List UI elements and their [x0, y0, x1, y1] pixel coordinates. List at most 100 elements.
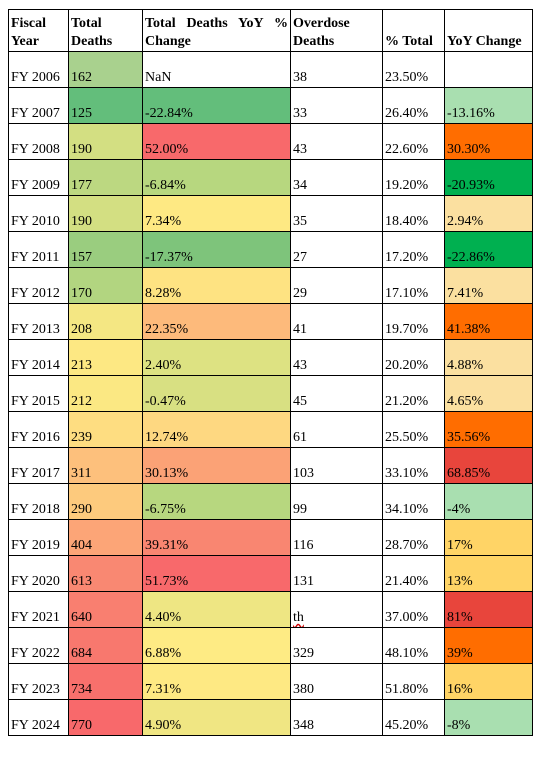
- yoy-change-cell: 68.85%: [444, 447, 533, 484]
- overdose-deaths-cell: 116: [290, 519, 383, 556]
- overdose-deaths-cell: 34: [290, 159, 383, 196]
- yoy-pct-change-cell: 2.40%: [142, 339, 291, 376]
- pct-total-cell: 51.80%: [382, 663, 445, 700]
- table-row: FY 2014 213 2.40% 43 20.20% 4.88%: [8, 339, 533, 376]
- total-deaths-cell: 125: [68, 87, 143, 124]
- table-row: FY 2023 734 7.31% 380 51.80% 16%: [8, 663, 533, 700]
- pct-total-cell: 34.10%: [382, 483, 445, 520]
- pct-total-cell: 25.50%: [382, 411, 445, 448]
- yoy-pct-change-cell: -17.37%: [142, 231, 291, 268]
- yoy-change-cell: 13%: [444, 555, 533, 592]
- overdose-deaths-cell: 131: [290, 555, 383, 592]
- total-deaths-cell: 162: [68, 51, 143, 88]
- fiscal-year-cell: FY 2008: [8, 123, 69, 160]
- overdose-deaths-cell: 45: [290, 375, 383, 412]
- total-deaths-cell: 770: [68, 699, 143, 736]
- yoy-change-cell: 2.94%: [444, 195, 533, 232]
- header-overdose-deaths: Overdose Deaths: [290, 9, 383, 52]
- table-row: FY 2011 157 -17.37% 27 17.20% -22.86%: [8, 231, 533, 268]
- table-row: FY 2016 239 12.74% 61 25.50% 35.56%: [8, 411, 533, 448]
- table-row: FY 2007 125 -22.84% 33 26.40% -13.16%: [8, 87, 533, 124]
- fiscal-year-cell: FY 2019: [8, 519, 69, 556]
- fiscal-year-cell: FY 2023: [8, 663, 69, 700]
- header-row: Fiscal Year Total Deaths Total Deaths Yo…: [8, 9, 533, 52]
- fiscal-year-cell: FY 2017: [8, 447, 69, 484]
- table-header: Fiscal Year Total Deaths Total Deaths Yo…: [8, 9, 533, 52]
- pct-total-cell: 37.00%: [382, 591, 445, 628]
- table-row: FY 2006 162 NaN 38 23.50%: [8, 51, 533, 88]
- table-row: FY 2013 208 22.35% 41 19.70% 41.38%: [8, 303, 533, 340]
- pct-total-cell: 23.50%: [382, 51, 445, 88]
- fiscal-year-cell: FY 2018: [8, 483, 69, 520]
- total-deaths-cell: 311: [68, 447, 143, 484]
- table-row: FY 2020 613 51.73% 131 21.40% 13%: [8, 555, 533, 592]
- fiscal-year-cell: FY 2020: [8, 555, 69, 592]
- pct-total-cell: 21.40%: [382, 555, 445, 592]
- overdose-deaths-cell: 41: [290, 303, 383, 340]
- yoy-change-cell: -22.86%: [444, 231, 533, 268]
- total-deaths-cell: 404: [68, 519, 143, 556]
- table-row: FY 2010 190 7.34% 35 18.40% 2.94%: [8, 195, 533, 232]
- total-deaths-cell: 208: [68, 303, 143, 340]
- table-row: FY 2022 684 6.88% 329 48.10% 39%: [8, 627, 533, 664]
- fiscal-year-cell: FY 2009: [8, 159, 69, 196]
- yoy-change-cell: 30.30%: [444, 123, 533, 160]
- yoy-pct-change-cell: -6.75%: [142, 483, 291, 520]
- total-deaths-cell: 170: [68, 267, 143, 304]
- yoy-pct-change-cell: 30.13%: [142, 447, 291, 484]
- fiscal-year-cell: FY 2006: [8, 51, 69, 88]
- yoy-change-cell: -20.93%: [444, 159, 533, 196]
- total-deaths-cell: 290: [68, 483, 143, 520]
- pct-total-cell: 18.40%: [382, 195, 445, 232]
- pct-total-cell: 21.20%: [382, 375, 445, 412]
- overdose-deaths-cell: 380: [290, 663, 383, 700]
- fiscal-year-cell: FY 2014: [8, 339, 69, 376]
- yoy-pct-change-cell: -22.84%: [142, 87, 291, 124]
- total-deaths-cell: 190: [68, 195, 143, 232]
- table-row: FY 2015 212 -0.47% 45 21.20% 4.65%: [8, 375, 533, 412]
- table-row: FY 2009 177 -6.84% 34 19.20% -20.93%: [8, 159, 533, 196]
- table-row: FY 2018 290 -6.75% 99 34.10% -4%: [8, 483, 533, 520]
- total-deaths-cell: 177: [68, 159, 143, 196]
- overdose-deaths-cell: 103: [290, 447, 383, 484]
- table-row: FY 2008 190 52.00% 43 22.60% 30.30%: [8, 123, 533, 160]
- table-body: FY 2006 162 NaN 38 23.50% FY 2007 125 -22.84% 33…: [8, 51, 533, 736]
- fiscal-year-cell: FY 2016: [8, 411, 69, 448]
- pct-total-cell: 17.20%: [382, 231, 445, 268]
- table-row: FY 2019 404 39.31% 116 28.70% 17%: [8, 519, 533, 556]
- overdose-deaths-cell: 99: [290, 483, 383, 520]
- fiscal-year-cell: FY 2013: [8, 303, 69, 340]
- header-yoy-pct-change: Total Deaths YoY % Change: [142, 9, 291, 52]
- yoy-pct-change-cell: 12.74%: [142, 411, 291, 448]
- yoy-pct-change-cell: 39.31%: [142, 519, 291, 556]
- overdose-deaths-cell: 33: [290, 87, 383, 124]
- yoy-change-cell: 4.65%: [444, 375, 533, 412]
- table-row: FY 2021 640 4.40% th 37.00% 81%: [8, 591, 533, 628]
- overdose-deaths-cell: 43: [290, 339, 383, 376]
- table-row: FY 2017 311 30.13% 103 33.10% 68.85%: [8, 447, 533, 484]
- fiscal-year-cell: FY 2021: [8, 591, 69, 628]
- yoy-pct-change-cell: 51.73%: [142, 555, 291, 592]
- yoy-change-cell: [444, 51, 533, 88]
- fiscal-year-cell: FY 2024: [8, 699, 69, 736]
- yoy-pct-change-cell: 4.40%: [142, 591, 291, 628]
- yoy-change-cell: 7.41%: [444, 267, 533, 304]
- yoy-change-cell: 35.56%: [444, 411, 533, 448]
- total-deaths-cell: 734: [68, 663, 143, 700]
- yoy-pct-change-cell: 8.28%: [142, 267, 291, 304]
- yoy-change-cell: -13.16%: [444, 87, 533, 124]
- overdose-deaths-cell: 38: [290, 51, 383, 88]
- yoy-pct-change-cell: -0.47%: [142, 375, 291, 412]
- yoy-change-cell: 4.88%: [444, 339, 533, 376]
- yoy-change-cell: 81%: [444, 591, 533, 628]
- pct-total-cell: 17.10%: [382, 267, 445, 304]
- pct-total-cell: 19.20%: [382, 159, 445, 196]
- total-deaths-cell: 640: [68, 591, 143, 628]
- header-total-deaths: Total Deaths: [68, 9, 143, 52]
- yoy-pct-change-cell: NaN: [142, 51, 291, 88]
- pct-total-cell: 22.60%: [382, 123, 445, 160]
- yoy-pct-change-cell: 6.88%: [142, 627, 291, 664]
- pct-total-cell: 48.10%: [382, 627, 445, 664]
- header-pct-total: % Total: [382, 9, 445, 52]
- yoy-pct-change-cell: 7.34%: [142, 195, 291, 232]
